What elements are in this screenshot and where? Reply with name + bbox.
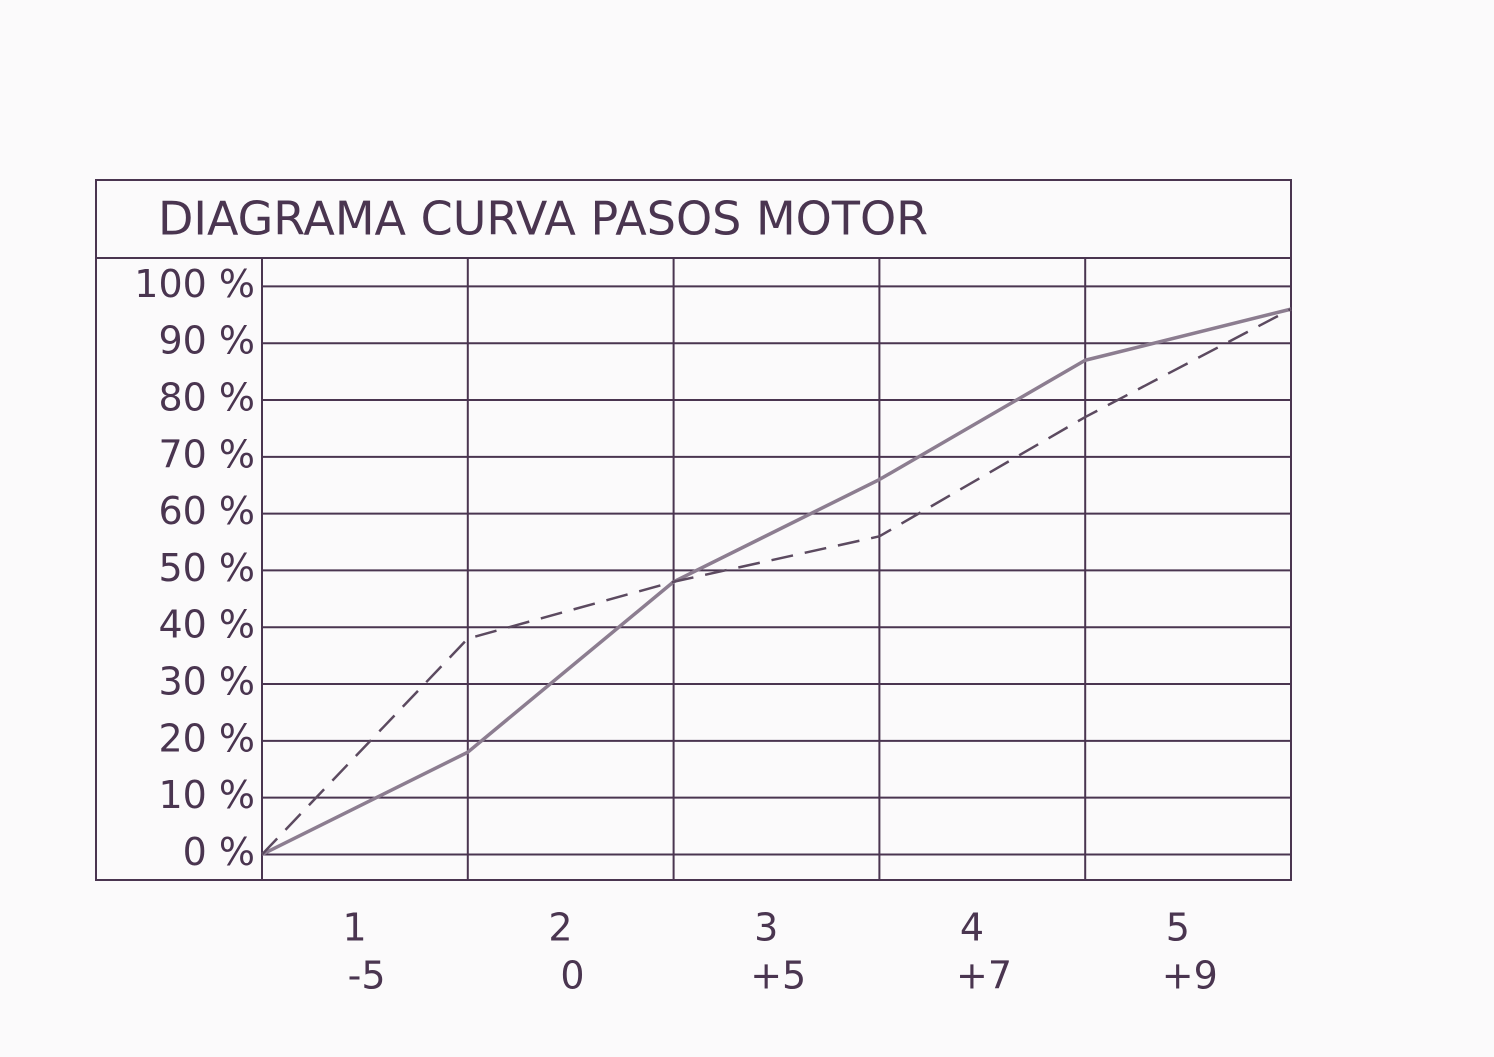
frame — [95, 179, 1292, 881]
y-tick-label: 50 % — [158, 546, 255, 590]
x-tick-label: 4 — [960, 906, 984, 950]
x-tick-label: 3 — [754, 906, 778, 950]
y-tick-label: 20 % — [158, 716, 255, 760]
chart-title: DIAGRAMA CURVA PASOS MOTOR — [158, 192, 928, 246]
x-tick-label: +5 — [750, 954, 806, 998]
series-line — [261, 308, 1292, 856]
x-tick-label: +7 — [956, 954, 1012, 998]
y-tick-label: 40 % — [158, 603, 255, 647]
y-tick-label: 90 % — [158, 319, 255, 363]
x-tick-label: -5 — [348, 954, 386, 998]
x-tick-label: 0 — [560, 954, 584, 998]
y-tick-label: 30 % — [158, 660, 255, 704]
y-tick-label: 70 % — [158, 432, 255, 476]
x-tick-label: 1 — [343, 906, 367, 950]
x-tick-label: 2 — [548, 906, 572, 950]
y-tick-label: 10 % — [158, 773, 255, 817]
y-tick-label: 0 % — [183, 830, 255, 874]
y-tick-label: 100 % — [134, 262, 255, 306]
y-tick-label: 80 % — [158, 376, 255, 420]
x-tick-label: 5 — [1166, 906, 1190, 950]
series-line — [261, 307, 1292, 857]
y-tick-label: 60 % — [158, 489, 255, 533]
x-tick-label: +9 — [1162, 954, 1218, 998]
